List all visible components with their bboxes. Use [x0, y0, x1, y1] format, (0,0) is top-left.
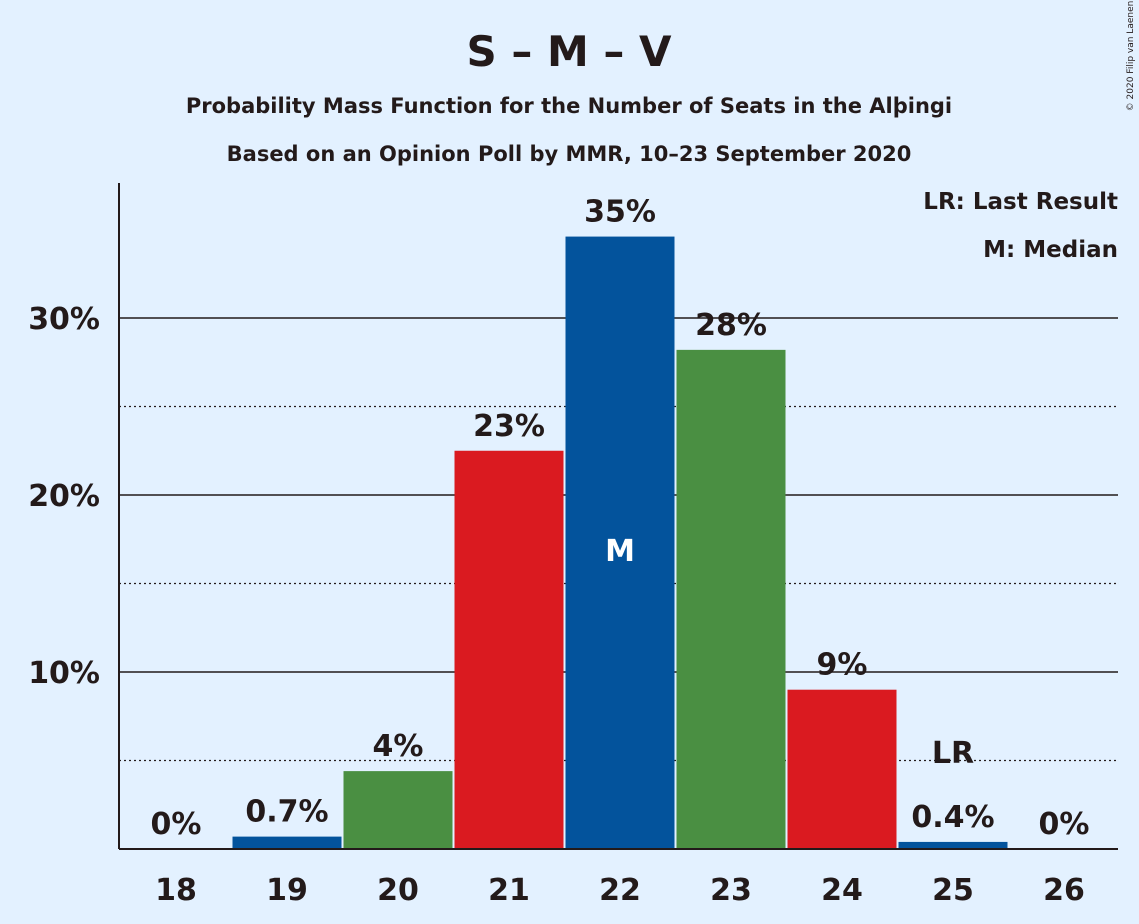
value-label-25: 0.4%: [911, 800, 994, 835]
y-tick-20: 20%: [28, 479, 100, 514]
bars: [232, 236, 1008, 849]
value-label-22: 35%: [584, 195, 656, 230]
bar-seats-19: [232, 836, 342, 849]
y-tick-30: 30%: [28, 302, 100, 337]
bar-seats-24: [787, 689, 897, 849]
value-label-23: 28%: [695, 308, 767, 343]
x-tick-19: 19: [266, 873, 308, 908]
x-tick-25: 25: [932, 873, 974, 908]
value-label-19: 0.7%: [245, 795, 328, 830]
chart-title: S – M – V: [466, 27, 672, 76]
x-tick-labels: 18 19 20 21 22 23 24 25 26: [155, 873, 1085, 908]
value-label-21: 23%: [473, 409, 545, 444]
median-marker: M: [605, 534, 635, 569]
x-tick-23: 23: [710, 873, 752, 908]
copyright-text: © 2020 Filip van Laenen: [1126, 1, 1136, 112]
chart-subtitle-line2: Based on an Opinion Poll by MMR, 10–23 S…: [227, 142, 912, 166]
value-label-18: 0%: [151, 807, 202, 842]
bar-seats-20: [343, 771, 453, 849]
x-tick-24: 24: [821, 873, 863, 908]
legend-median: M: Median: [983, 237, 1118, 263]
bar-seats-22: [565, 236, 675, 849]
x-tick-22: 22: [599, 873, 641, 908]
y-tick-labels: 10% 20% 30%: [28, 302, 100, 691]
y-tick-10: 10%: [28, 656, 100, 691]
value-label-20: 4%: [373, 729, 424, 764]
x-tick-20: 20: [377, 873, 419, 908]
bar-seats-21: [454, 450, 564, 849]
legend-last-result: LR: Last Result: [923, 189, 1118, 215]
x-tick-21: 21: [488, 873, 530, 908]
x-tick-18: 18: [155, 873, 197, 908]
value-label-24: 9%: [817, 648, 868, 683]
value-label-26: 0%: [1039, 807, 1090, 842]
bar-seats-23: [676, 349, 786, 849]
bar-seats-25: [898, 841, 1008, 849]
last-result-marker: LR: [932, 736, 974, 771]
x-tick-26: 26: [1043, 873, 1085, 908]
value-labels: 0% 0.7% 4% 23% 35% M 28% 9% 0.4% LR 0%: [151, 195, 1090, 842]
chart-subtitle-line1: Probability Mass Function for the Number…: [186, 94, 952, 118]
